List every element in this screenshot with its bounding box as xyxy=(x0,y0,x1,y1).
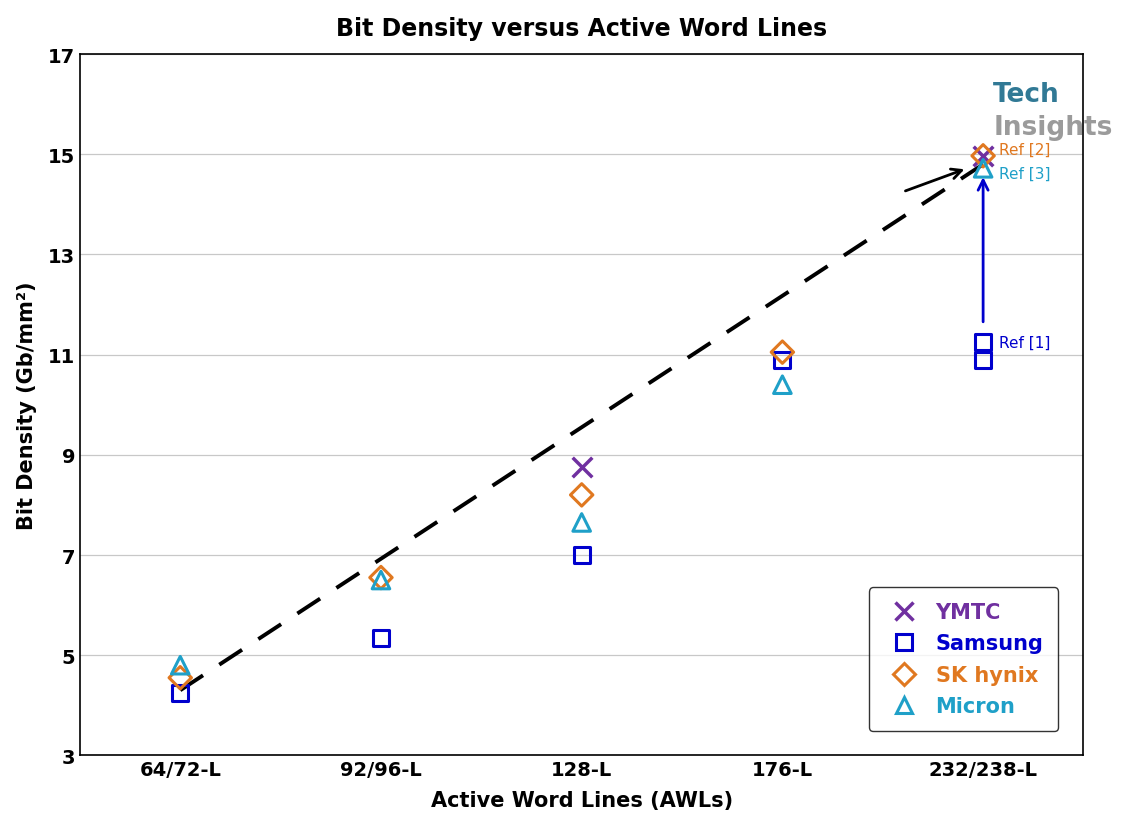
Title: Bit Density versus Active Word Lines: Bit Density versus Active Word Lines xyxy=(336,17,828,41)
Text: Insights: Insights xyxy=(993,115,1113,141)
Point xyxy=(572,549,591,562)
Text: Ref [3]: Ref [3] xyxy=(999,166,1051,182)
Point xyxy=(974,354,992,367)
Point xyxy=(974,150,992,163)
Point xyxy=(773,354,791,367)
Point xyxy=(372,631,390,644)
Point xyxy=(372,571,390,585)
Text: Ref [1]: Ref [1] xyxy=(999,335,1051,350)
Text: Ref [2]: Ref [2] xyxy=(999,142,1051,158)
Point xyxy=(974,336,992,349)
Point xyxy=(372,574,390,587)
Point xyxy=(572,516,591,529)
Point xyxy=(974,162,992,175)
Point xyxy=(171,659,189,672)
Point xyxy=(974,150,992,163)
Point xyxy=(572,461,591,475)
Point xyxy=(171,672,189,685)
Point xyxy=(773,347,791,360)
Point xyxy=(572,489,591,502)
Point xyxy=(171,686,189,700)
Legend: YMTC, Samsung, SK hynix, Micron: YMTC, Samsung, SK hynix, Micron xyxy=(869,588,1058,731)
Text: Tech: Tech xyxy=(993,82,1060,108)
Point xyxy=(773,379,791,392)
X-axis label: Active Word Lines (AWLs): Active Word Lines (AWLs) xyxy=(431,791,733,810)
Y-axis label: Bit Density (Gb/mm²): Bit Density (Gb/mm²) xyxy=(17,281,36,529)
